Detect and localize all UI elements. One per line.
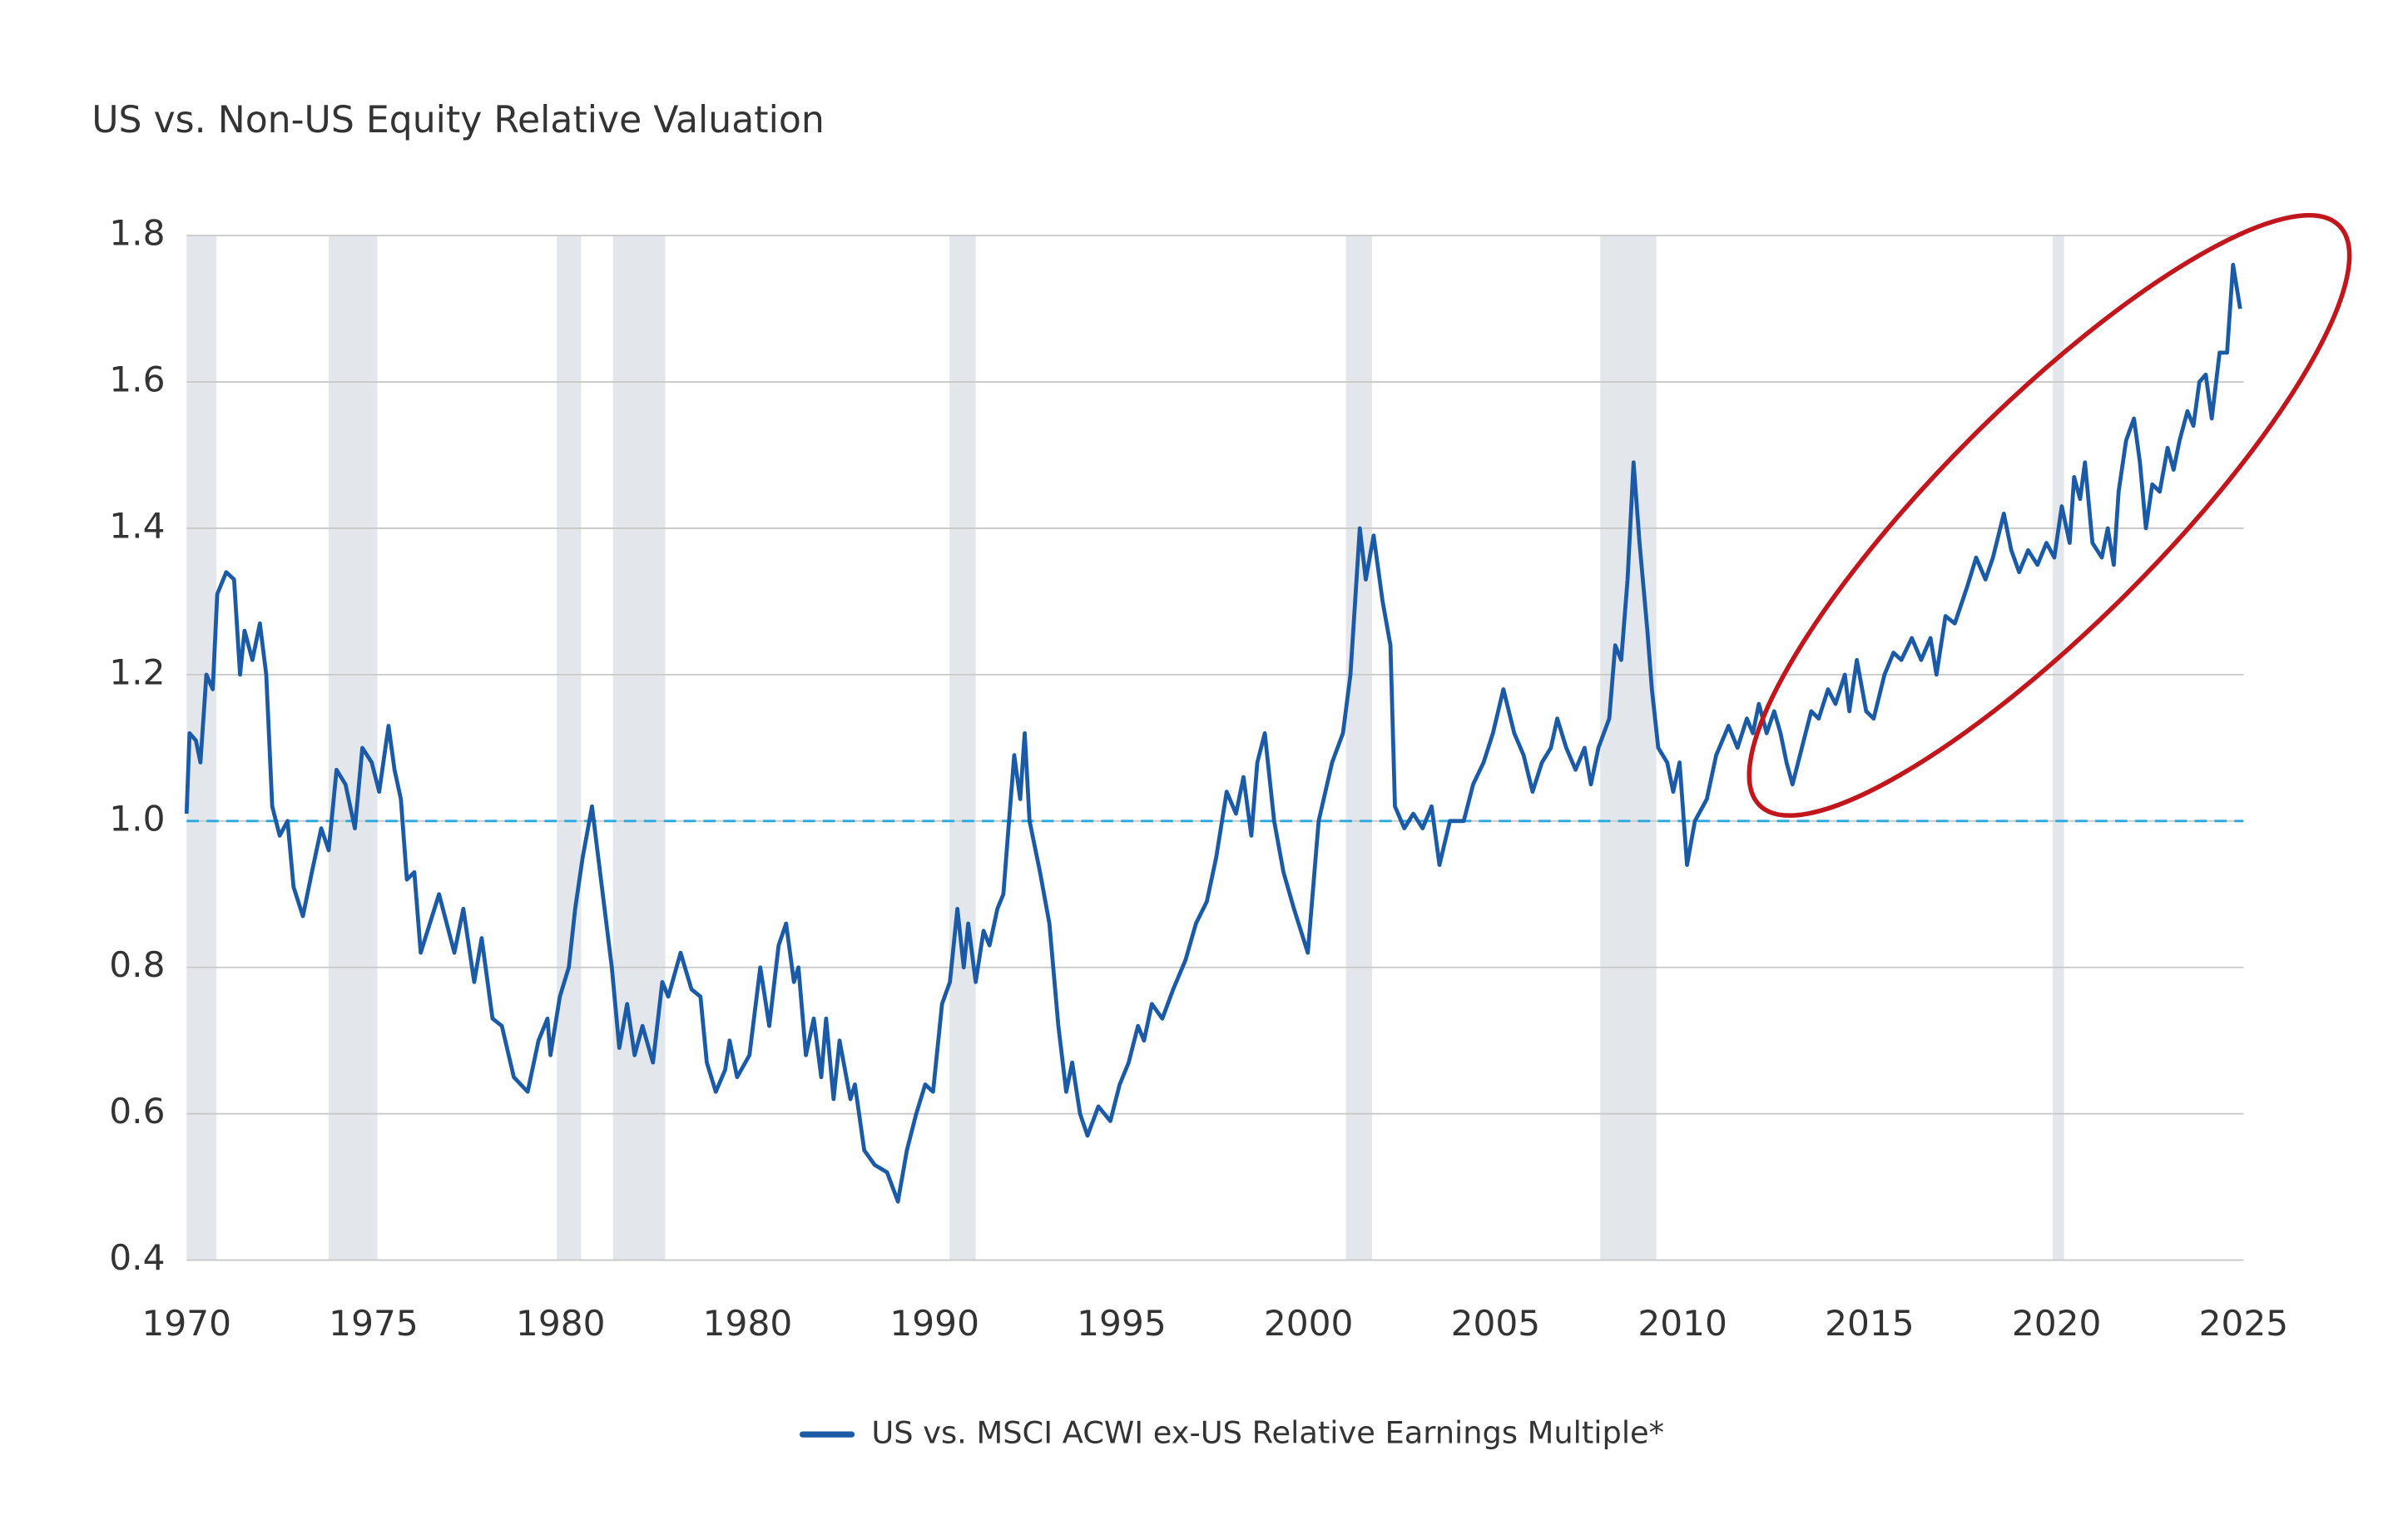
x-tick-label: 2015 [1825,1303,1915,1344]
y-tick-label: 1.8 [109,213,165,254]
x-tick-label: 2005 [1451,1303,1541,1344]
series-line [184,262,2242,1204]
recession-band [557,235,582,1260]
y-tick-label: 1.2 [109,651,165,692]
grid [186,235,2244,1261]
y-tick-label: 1.6 [109,359,165,400]
plot-area [184,262,2244,1204]
x-tick-label: 2010 [1637,1303,1727,1344]
x-tick-label: 1990 [889,1303,979,1344]
y-tick-label: 1.0 [109,798,165,839]
legend-label: US vs. MSCI ACWI ex-US Relative Earnings… [871,1415,1664,1451]
recession-band [329,235,378,1260]
recession-band [612,235,666,1260]
recession-band [949,235,976,1260]
x-tick-label: 1975 [329,1303,419,1344]
x-tick-label: 1995 [1077,1303,1167,1344]
x-tick-label: 2025 [2199,1303,2289,1344]
x-tick-label: 2020 [2012,1303,2102,1344]
y-tick-label: 0.6 [109,1091,165,1131]
x-tick-label: 1980 [703,1303,793,1344]
x-tick-label: 2000 [1264,1303,1354,1344]
recession-bands [186,235,2064,1260]
y-tick-label: 1.4 [109,505,165,546]
x-tick-label: 1970 [141,1303,231,1344]
recession-band [1600,235,1657,1260]
legend: US vs. MSCI ACWI ex-US Relative Earnings… [799,1415,1664,1451]
y-tick-label: 0.8 [109,944,165,985]
highlight-ellipse [1746,213,2352,818]
recession-band [1345,235,1373,1260]
recession-band [2053,235,2064,1260]
y-tick-label: 0.4 [109,1237,165,1278]
x-tick-label: 1980 [516,1303,606,1344]
chart-title: US vs. Non-US Equity Relative Valuation [92,99,825,141]
